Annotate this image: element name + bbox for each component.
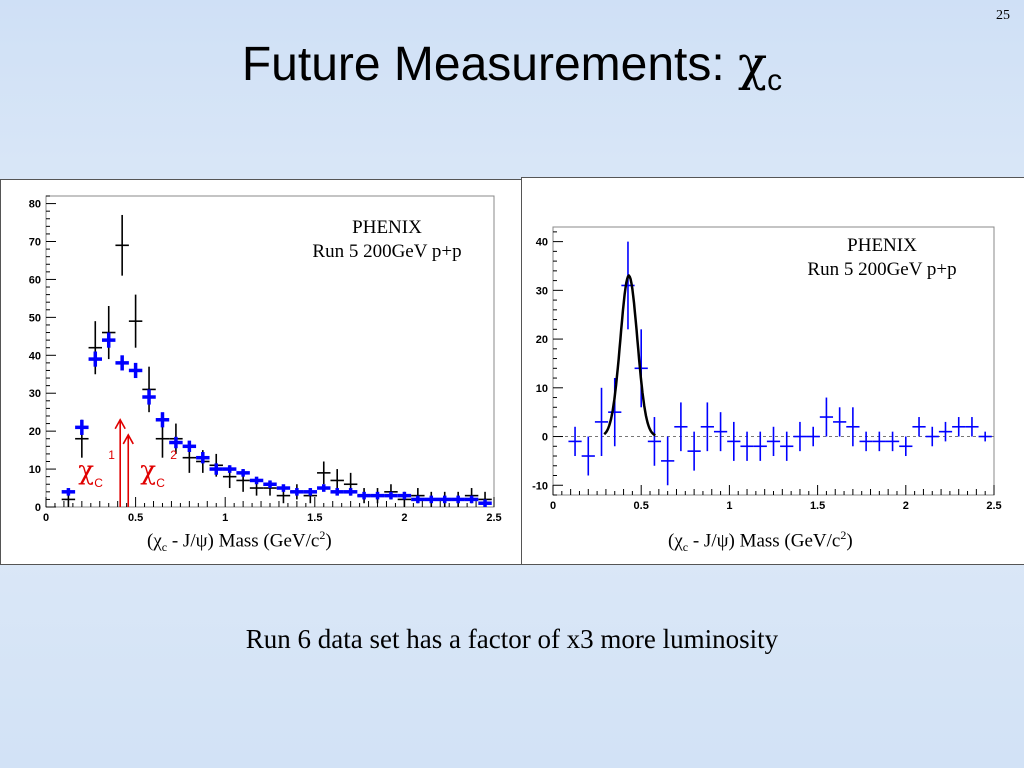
chart0-ytick-label: 30 — [29, 388, 41, 400]
chart0-ytick-label: 10 — [29, 464, 41, 476]
chart0-ytick-label: 50 — [29, 312, 41, 324]
chart1-xtick-label: 1.5 — [810, 500, 825, 512]
annotation-left-line1: PHENIX — [352, 217, 422, 238]
annotation-right-line2: Run 5 200GeV p+p — [807, 259, 957, 280]
xlabel-right-mass: - J/ψ) Mass (GeV/c — [688, 530, 841, 552]
chart-panel-right: 0 0.5 1 1.5 2 2.5 -10 0 10 20 30 40 PHENIX Run 5 20… — [521, 177, 1024, 565]
chart-panel-left: 0 0.5 1 1.5 2 2.5 0 10 20 30 40 50 60 70 80 χ C 1 χ C 2 PHEN… — [0, 179, 522, 565]
xlabel-left-sub: c — [161, 540, 168, 555]
xlabel-right-chi: χ — [674, 530, 683, 552]
chart1-ytick-label: 30 — [536, 285, 548, 297]
xlabel-left-mass: - J/ψ) Mass (GeV/c — [167, 530, 320, 552]
chart1-ytick-label: -10 — [532, 480, 548, 492]
xlabel-left-close: ) — [325, 530, 332, 552]
title-chi-symbol: χ — [738, 36, 768, 92]
chart0-arrow-1-chi-label: χ — [78, 456, 94, 486]
chart0-ytick-label: 40 — [29, 350, 41, 362]
chart0-arrow-1-sub-label: C — [94, 476, 103, 490]
chart0-ytick-label: 80 — [29, 199, 41, 211]
xlabel-right-sup: 2 — [840, 528, 847, 542]
chart0-ytick-label: 70 — [29, 237, 41, 249]
chart0-xtick-label: 2 — [401, 512, 407, 524]
xlabel-left: (χc - J/ψ) Mass (GeV/c2) — [147, 528, 332, 555]
chart1-ytick-label: 10 — [536, 383, 548, 395]
chart1-ytick-label: 20 — [536, 334, 548, 346]
chart1-xtick-label: 0 — [550, 500, 556, 512]
chart0-arrow-2-chi-label: χ — [140, 456, 156, 486]
annotation-right-line1: PHENIX — [847, 235, 917, 256]
chart0-arrow-2-sup-label: 2 — [170, 448, 177, 462]
chart0-arrow-2-sub-label: C — [156, 476, 165, 490]
slide-title: Future Measurements: χc — [0, 36, 1024, 98]
chart0-ytick-label: 20 — [29, 426, 41, 438]
chart1-xtick-label: 2.5 — [986, 500, 1001, 512]
chart0-xtick-label: 1.5 — [307, 512, 322, 524]
chart1-ytick-label: 0 — [542, 432, 548, 444]
xlabel-right-part: ( — [668, 530, 675, 552]
annotation-left: PHENIX Run 5 200GeV p+p — [277, 216, 497, 264]
annotation-left-line2: Run 5 200GeV p+p — [312, 241, 462, 262]
chart1-fit-curve — [603, 273, 656, 437]
title-text: Future Measurements: — [241, 38, 739, 91]
chart0-arrow-1-sup-label: 1 — [108, 448, 115, 462]
chart0-ytick-label: 0 — [35, 502, 41, 514]
chart0-ytick-label: 60 — [29, 274, 41, 286]
xlabel-left-chi: χ — [153, 530, 162, 552]
chart1-xtick-label: 1 — [726, 500, 732, 512]
chart0-xtick-label: 1 — [222, 512, 228, 524]
xlabel-right: (χc - J/ψ) Mass (GeV/c2) — [668, 528, 853, 555]
footer-text: Run 6 data set has a factor of x3 more l… — [245, 624, 779, 654]
annotation-right: PHENIX Run 5 200GeV p+p — [772, 234, 992, 282]
chart1-ytick-label: 40 — [536, 237, 548, 249]
chart0-arrow-1-head — [114, 418, 126, 430]
slide-number: 25 — [996, 8, 1010, 23]
xlabel-left-sup: 2 — [319, 528, 326, 542]
chart0-xtick-label: 2.5 — [486, 512, 501, 524]
chart0-arrow-2-head — [122, 433, 134, 445]
xlabel-right-close: ) — [846, 530, 853, 552]
xlabel-left-part: ( — [147, 530, 154, 552]
chart1-xtick-label: 0.5 — [634, 500, 649, 512]
chart1-xtick-label: 2 — [903, 500, 909, 512]
chart0-xtick-label: 0.5 — [128, 512, 143, 524]
chart0-xtick-label: 0 — [43, 512, 49, 524]
xlabel-right-sub: c — [682, 540, 689, 555]
title-subscript: c — [767, 64, 783, 97]
